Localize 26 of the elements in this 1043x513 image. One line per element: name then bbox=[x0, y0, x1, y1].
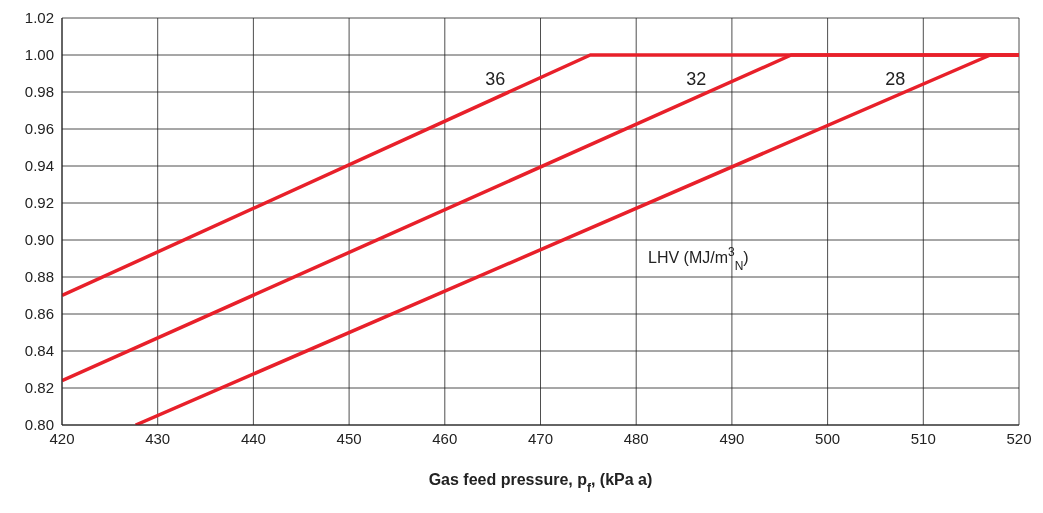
y-tick-label: 0.94 bbox=[24, 157, 54, 175]
x-tick-label: 440 bbox=[240, 429, 266, 447]
x-tick-label: 480 bbox=[623, 429, 649, 447]
x-tick-label: 500 bbox=[815, 429, 841, 447]
x-tick-label: 520 bbox=[1006, 429, 1032, 447]
annotation: LHV (MJ/m$^{3}$$_{N}$) bbox=[648, 245, 749, 273]
x-tick-label: 430 bbox=[145, 429, 171, 447]
x-tick-label: 460 bbox=[432, 429, 458, 447]
x-tick-label: 490 bbox=[719, 429, 745, 447]
x-tick-label: 450 bbox=[336, 429, 362, 447]
y-tick-label: 1.02 bbox=[24, 9, 54, 27]
y-tick-label: 0.92 bbox=[24, 194, 54, 212]
series-label: 32 bbox=[686, 69, 707, 89]
series-label: 28 bbox=[885, 69, 906, 89]
y-tick-label: 1.00 bbox=[24, 46, 54, 64]
y-tick-label: 0.84 bbox=[24, 342, 54, 360]
x-tick-label: 470 bbox=[527, 429, 554, 447]
x-tick-label: 510 bbox=[910, 429, 936, 447]
y-tick-label: 0.82 bbox=[24, 379, 54, 397]
y-tick-label: 0.98 bbox=[24, 83, 54, 101]
series-label: 36 bbox=[485, 69, 506, 89]
y-tick-label: 0.88 bbox=[24, 268, 54, 286]
y-tick-label: 0.90 bbox=[24, 231, 54, 249]
y-tick-label: 0.86 bbox=[24, 305, 54, 323]
x-axis-title: Gas feed pressure, p$_{f}$, (kPa a) bbox=[428, 471, 653, 495]
y-tick-label: 0.96 bbox=[24, 120, 54, 138]
